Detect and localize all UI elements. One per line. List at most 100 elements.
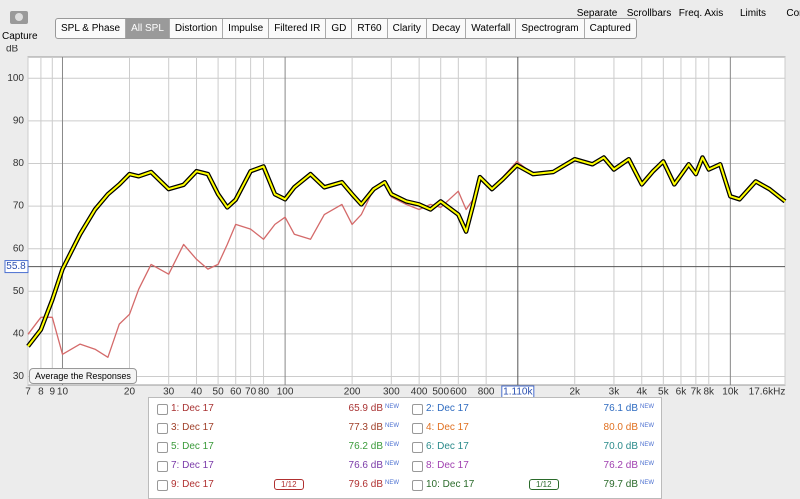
- y-tick-label: 40: [13, 329, 25, 340]
- tab-bar: SPL & Phase All SPL Distortion Impulse Filte…: [55, 18, 637, 39]
- measurement-name[interactable]: 4: Dec 17: [426, 422, 469, 433]
- capture-label: Capture: [2, 31, 38, 42]
- x-tick-label: 2k: [569, 387, 581, 397]
- tab[interactable]: Clarity: [388, 19, 427, 38]
- cursor-box: [501, 385, 535, 397]
- measurement-level: 79.6 dB: [348, 479, 383, 490]
- new-badge: NEW: [640, 404, 654, 410]
- y-axis-label: dB: [6, 45, 19, 55]
- checkbox[interactable]: [157, 461, 168, 472]
- plot-area: [27, 56, 786, 386]
- x-tick-label: 8: [38, 387, 44, 397]
- tool-label: Limits: [739, 8, 767, 19]
- tab[interactable]: Filtered IR: [269, 19, 327, 38]
- x-tick-label: 3k: [609, 387, 621, 397]
- tool-label: Controls: [786, 8, 800, 19]
- tool-button[interactable]: Freq. Axis: [671, 8, 731, 19]
- tool-button[interactable]: Scrollbars: [619, 8, 679, 19]
- measurement-name[interactable]: 10: Dec 17: [426, 479, 475, 490]
- tab[interactable]: Distortion: [170, 19, 224, 38]
- x-tick-label: 7k: [691, 387, 703, 397]
- new-badge: NEW: [640, 461, 654, 467]
- tab[interactable]: Captured: [589, 23, 631, 34]
- checkbox[interactable]: [412, 480, 423, 491]
- tab[interactable]: Spectrogram: [516, 19, 585, 38]
- smoothing-label: 1/12: [274, 479, 304, 490]
- x-tick-label: 6k: [676, 387, 688, 397]
- measurement-name[interactable]: 3: Dec 17: [171, 422, 214, 433]
- tab[interactable]: RT60: [352, 19, 388, 38]
- x-tick-label: 30: [163, 387, 175, 397]
- checkbox[interactable]: [157, 423, 168, 434]
- x-tick-label: 80: [258, 387, 270, 397]
- legend-panel: 1: Dec 17 65.9 dB NEW 2: Dec 17 76.1 dB NEW 3:…: [148, 397, 662, 499]
- tool-button[interactable]: Limits: [723, 8, 783, 19]
- checkbox[interactable]: [157, 442, 168, 453]
- x-tick-label: 4k: [636, 387, 648, 397]
- x-tick-label: 40: [191, 387, 203, 397]
- checkbox[interactable]: [412, 461, 423, 472]
- new-badge: NEW: [385, 442, 399, 448]
- y-tick-label: 100: [7, 73, 24, 84]
- measurement-level: 76.6 dB: [348, 460, 383, 471]
- tab[interactable]: Waterfall: [466, 19, 517, 38]
- x-tick-label: 20: [124, 387, 136, 397]
- tool-button[interactable]: Controls: [775, 8, 800, 19]
- new-badge: NEW: [385, 423, 399, 429]
- measurement-name[interactable]: 9: Dec 17: [171, 479, 214, 490]
- measurement-level: 76.1 dB: [603, 403, 638, 414]
- new-badge: NEW: [385, 461, 399, 467]
- measurement-level: 76.2 dB: [348, 441, 383, 452]
- measurement-name[interactable]: 7: Dec 17: [171, 460, 214, 471]
- x-tick-label: 10k: [722, 387, 739, 397]
- y-tick-label: 30: [13, 371, 25, 382]
- checkbox[interactable]: [412, 442, 423, 453]
- capture-button[interactable]: Capture: [2, 6, 38, 42]
- checkbox[interactable]: [412, 404, 423, 415]
- measurement-name[interactable]: 6: Dec 17: [426, 441, 469, 452]
- tool-button[interactable]: Separate: [567, 8, 627, 19]
- measurement-name[interactable]: 2: Dec 17: [426, 403, 469, 414]
- tab[interactable]: Impulse: [223, 19, 270, 38]
- x-tick-label: 5k: [658, 387, 670, 397]
- new-badge: NEW: [385, 480, 399, 486]
- checkbox[interactable]: [157, 404, 168, 415]
- new-badge: NEW: [640, 442, 654, 448]
- x-tick-label: 300: [383, 387, 400, 397]
- checkbox[interactable]: [412, 423, 423, 434]
- x-tick-label: 60: [230, 387, 242, 397]
- measurement-name[interactable]: 1: Dec 17: [171, 403, 214, 414]
- measurement-level: 79.7 dB: [603, 479, 638, 490]
- tool-label: Scrollbars: [626, 8, 672, 19]
- x-tick-label: 800: [478, 387, 495, 397]
- x-tick-label: 70: [245, 387, 257, 397]
- x-tick-label: 9: [50, 387, 56, 397]
- measurement-name[interactable]: 8: Dec 17: [426, 460, 469, 471]
- tab[interactable]: Decay: [427, 19, 467, 38]
- measurement-level: 65.9 dB: [348, 403, 383, 414]
- x-tick-label: 100: [277, 387, 294, 397]
- new-badge: NEW: [640, 480, 654, 486]
- measurement-name[interactable]: 5: Dec 17: [171, 441, 214, 452]
- cursor-label: 55.8: [6, 261, 26, 272]
- tab[interactable]: All SPL: [126, 19, 170, 38]
- tool-label: Separate: [576, 8, 618, 19]
- tab[interactable]: SPL & Phase: [56, 19, 127, 38]
- y-tick-label: 80: [13, 158, 25, 169]
- tab[interactable]: GD: [326, 19, 353, 38]
- y-tick-label: 70: [13, 201, 25, 212]
- checkbox[interactable]: [157, 480, 168, 491]
- x-tick-label: 10: [57, 387, 69, 397]
- tool-label: Freq. Axis: [678, 8, 724, 19]
- measurement-level: 70.0 dB: [603, 441, 638, 452]
- x-tick-label: 50: [213, 387, 225, 397]
- cursor-label: 1.110k: [503, 387, 533, 397]
- smoothing-label: 1/12: [529, 479, 559, 490]
- average-button[interactable]: Average the Responses: [29, 368, 137, 384]
- x-tick-label: 7: [25, 387, 31, 397]
- x-tick-label: 400: [411, 387, 428, 397]
- new-badge: NEW: [640, 423, 654, 429]
- x-tick-label: 500: [432, 387, 449, 397]
